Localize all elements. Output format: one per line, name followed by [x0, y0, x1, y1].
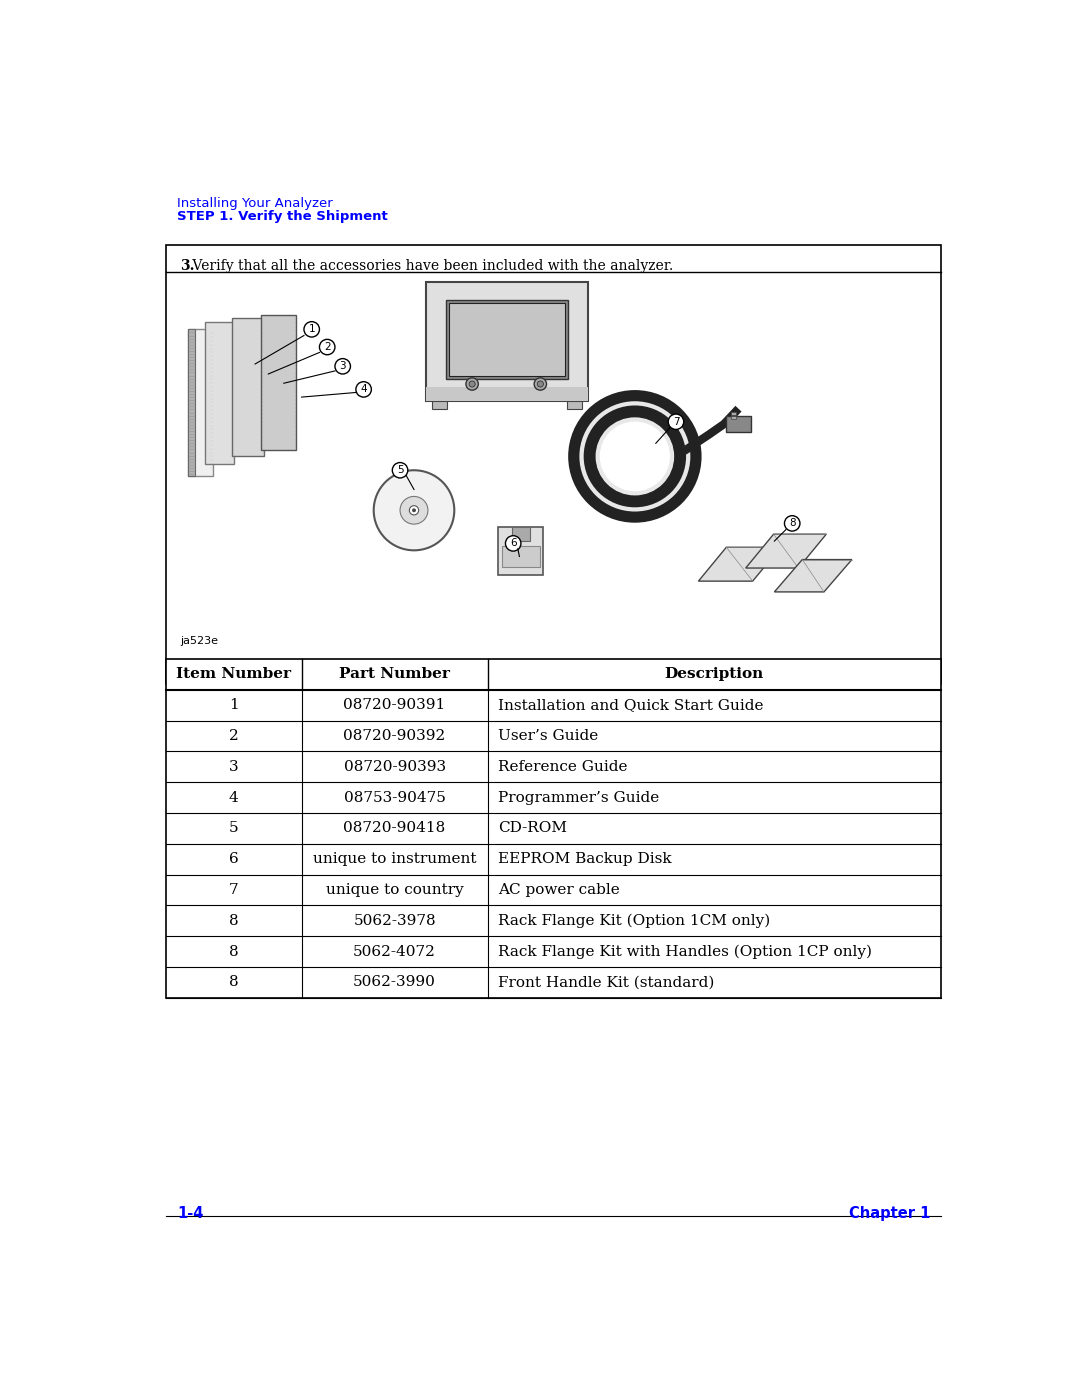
- Text: STEP 1. Verify the Shipment: STEP 1. Verify the Shipment: [177, 210, 388, 224]
- Text: Verify that all the accessories have been included with the analyzer.: Verify that all the accessories have bee…: [188, 258, 673, 272]
- Text: CD-ROM: CD-ROM: [499, 821, 567, 835]
- Circle shape: [784, 515, 800, 531]
- Bar: [727, 416, 751, 432]
- Text: 08753-90475: 08753-90475: [343, 791, 446, 805]
- Bar: [260, 316, 296, 450]
- Text: 08720-90418: 08720-90418: [343, 821, 446, 835]
- Text: 6: 6: [229, 852, 239, 866]
- Text: 5: 5: [229, 821, 239, 835]
- Circle shape: [469, 381, 475, 387]
- Circle shape: [604, 426, 666, 488]
- Text: 7: 7: [229, 883, 239, 897]
- Text: User’s Guide: User’s Guide: [499, 729, 598, 743]
- Text: Rack Flange Kit (Option 1CM only): Rack Flange Kit (Option 1CM only): [499, 914, 771, 928]
- Circle shape: [535, 377, 546, 390]
- Text: Installing Your Analyzer: Installing Your Analyzer: [177, 197, 333, 210]
- Polygon shape: [745, 534, 826, 569]
- Text: 08720-90393: 08720-90393: [343, 760, 446, 774]
- Text: 4: 4: [229, 791, 239, 805]
- Bar: [166, 659, 941, 997]
- Bar: [426, 282, 589, 401]
- Text: Reference Guide: Reference Guide: [499, 760, 627, 774]
- Text: AC power cable: AC power cable: [499, 883, 620, 897]
- Text: 3: 3: [229, 760, 239, 774]
- Circle shape: [669, 414, 684, 429]
- Text: 08720-90391: 08720-90391: [343, 698, 446, 712]
- Bar: [188, 330, 195, 475]
- Text: Description: Description: [664, 668, 764, 682]
- Bar: [232, 317, 265, 457]
- Text: unique to instrument: unique to instrument: [313, 852, 476, 866]
- Text: 5062-4072: 5062-4072: [353, 944, 436, 958]
- Text: 08720-90392: 08720-90392: [343, 729, 446, 743]
- Text: Front Handle Kit (standard): Front Handle Kit (standard): [499, 975, 715, 989]
- Circle shape: [374, 471, 455, 550]
- Text: 2: 2: [324, 342, 330, 352]
- Circle shape: [356, 381, 372, 397]
- Text: 7: 7: [673, 416, 679, 426]
- Bar: [449, 303, 565, 376]
- Circle shape: [392, 462, 408, 478]
- Text: 4: 4: [361, 384, 367, 394]
- Circle shape: [320, 339, 335, 355]
- Text: ja523e: ja523e: [180, 636, 218, 645]
- Text: 1: 1: [309, 324, 315, 334]
- Bar: [567, 401, 582, 409]
- Bar: [188, 330, 213, 475]
- Polygon shape: [774, 560, 852, 592]
- Text: Part Number: Part Number: [339, 668, 450, 682]
- Bar: [446, 300, 568, 380]
- Bar: [205, 321, 234, 464]
- Circle shape: [400, 496, 428, 524]
- Text: 6: 6: [510, 538, 516, 549]
- Text: Programmer’s Guide: Programmer’s Guide: [499, 791, 660, 805]
- Text: 8: 8: [229, 914, 239, 928]
- Text: 3: 3: [339, 362, 346, 372]
- Text: 3.: 3.: [180, 258, 194, 272]
- Circle shape: [335, 359, 350, 374]
- Text: Chapter 1: Chapter 1: [849, 1206, 930, 1221]
- Bar: [432, 401, 447, 409]
- Text: 5062-3990: 5062-3990: [353, 975, 436, 989]
- Circle shape: [537, 381, 543, 387]
- Text: 1-4: 1-4: [177, 1206, 203, 1221]
- Text: 8: 8: [788, 518, 796, 528]
- Circle shape: [505, 535, 521, 550]
- Polygon shape: [699, 548, 781, 581]
- Bar: [512, 527, 530, 541]
- Text: EEPROM Backup Disk: EEPROM Backup Disk: [499, 852, 672, 866]
- Bar: [502, 546, 540, 567]
- Text: 5: 5: [396, 465, 403, 475]
- Text: Item Number: Item Number: [176, 668, 292, 682]
- Text: 8: 8: [229, 975, 239, 989]
- Text: unique to country: unique to country: [326, 883, 463, 897]
- Circle shape: [303, 321, 320, 337]
- Bar: [426, 387, 589, 401]
- Circle shape: [465, 377, 478, 390]
- Bar: [731, 412, 735, 415]
- Text: Installation and Quick Start Guide: Installation and Quick Start Guide: [499, 698, 764, 712]
- Text: 2: 2: [229, 729, 239, 743]
- Circle shape: [413, 509, 416, 513]
- Text: 8: 8: [229, 944, 239, 958]
- Text: Rack Flange Kit with Handles (Option 1CP only): Rack Flange Kit with Handles (Option 1CP…: [499, 944, 873, 958]
- Bar: [166, 244, 941, 683]
- Text: 5062-3978: 5062-3978: [353, 914, 436, 928]
- Bar: [731, 415, 735, 419]
- Bar: [499, 527, 543, 576]
- Text: 1: 1: [229, 698, 239, 712]
- Circle shape: [409, 506, 419, 515]
